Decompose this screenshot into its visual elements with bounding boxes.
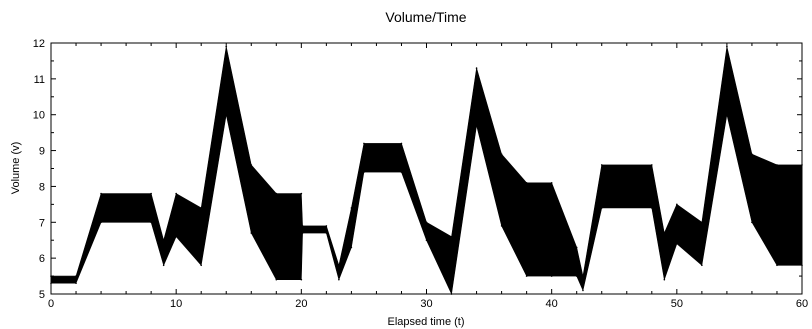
data-point-lower (175, 235, 177, 238)
x-tick-label: 10 (170, 298, 182, 310)
data-point-lower (651, 207, 653, 209)
data-point-upper (175, 192, 177, 195)
data-point-lower (475, 124, 478, 127)
data-point-upper (751, 153, 753, 155)
x-tick-label: 30 (420, 298, 432, 310)
data-point-lower (701, 264, 703, 267)
x-tick-label: 40 (546, 298, 558, 310)
data-point-lower (75, 282, 77, 285)
data-point-lower (162, 264, 165, 267)
data-point-upper (676, 203, 678, 206)
y-tick-label: 7 (39, 217, 45, 229)
y-tick-label: 9 (39, 146, 45, 158)
data-point-upper (338, 264, 340, 267)
data-point-lower (350, 246, 353, 249)
data-point-upper (500, 153, 503, 155)
data-point-lower (575, 275, 578, 277)
axis-ticks: 0 10 20 30 40 50 60 5 6 7 8 9 10 11 12 (33, 38, 808, 310)
y-tick-label: 5 (39, 289, 45, 301)
data-point-lower (550, 275, 553, 277)
data-point-lower (525, 275, 528, 277)
data-point-lower (600, 207, 603, 209)
y-tick-label: 11 (34, 74, 45, 86)
data-point-upper (726, 45, 728, 48)
data-point-upper (363, 142, 365, 145)
data-point-lower (338, 278, 340, 281)
data-point-upper (225, 45, 228, 48)
data-point-lower (400, 171, 403, 173)
data-point-lower (500, 225, 503, 227)
data-point-lower (726, 113, 728, 116)
y-tick-label: 8 (39, 181, 45, 193)
data-point-lower (425, 239, 428, 242)
data-point-upper (475, 67, 478, 69)
series-band-0 (50, 46, 803, 296)
data-point-upper (325, 225, 328, 227)
x-tick-label: 50 (671, 298, 683, 310)
data-point-upper (250, 164, 253, 166)
data-point-lower (100, 221, 102, 224)
data-point-upper (525, 182, 528, 184)
data-point-upper (75, 275, 77, 277)
y-tick-label: 12 (33, 38, 45, 50)
x-axis-label: Elapsed time (t) (387, 316, 464, 328)
x-tick-label: 0 (48, 298, 54, 310)
data-point-upper (200, 207, 202, 209)
data-point-lower (663, 278, 666, 281)
chart-title: Volume/Time (385, 9, 466, 25)
data-point-upper (575, 246, 578, 249)
data-point-upper (300, 192, 303, 195)
y-axis-label: Volume (v) (10, 142, 22, 195)
data-point-upper (425, 221, 428, 224)
data-point-upper (162, 239, 165, 242)
data-point-upper (550, 182, 553, 184)
data-point-lower (301, 232, 304, 234)
data-point-upper (350, 207, 353, 209)
data-point-upper (663, 232, 666, 234)
data-point-upper (582, 275, 584, 277)
data-point-upper (400, 142, 403, 145)
data-point-lower (150, 221, 152, 224)
x-tick-label: 60 (796, 298, 808, 310)
data-point-upper (651, 164, 653, 166)
x-tick-label: 20 (295, 298, 307, 310)
data-point-upper (450, 235, 453, 238)
data-point-upper (150, 192, 152, 195)
data-point-upper (600, 164, 603, 166)
data-point-lower (300, 278, 303, 281)
data-point-upper (275, 192, 278, 195)
plot-area (50, 45, 803, 296)
data-point-lower (275, 278, 278, 281)
data-point-upper (776, 164, 778, 166)
data-point-lower (200, 264, 202, 267)
y-tick-label: 6 (39, 253, 45, 265)
data-point-lower (250, 232, 253, 234)
y-tick-label: 10 (33, 110, 45, 122)
data-point-upper (100, 192, 102, 195)
data-point-lower (582, 289, 584, 292)
data-point-lower (363, 171, 365, 173)
data-point-upper (701, 221, 703, 224)
data-point-lower (225, 113, 228, 116)
data-point-lower (676, 243, 678, 245)
data-point-upper (301, 225, 304, 227)
data-point-lower (325, 232, 328, 234)
data-point-lower (776, 264, 778, 267)
data-point-lower (751, 221, 753, 224)
